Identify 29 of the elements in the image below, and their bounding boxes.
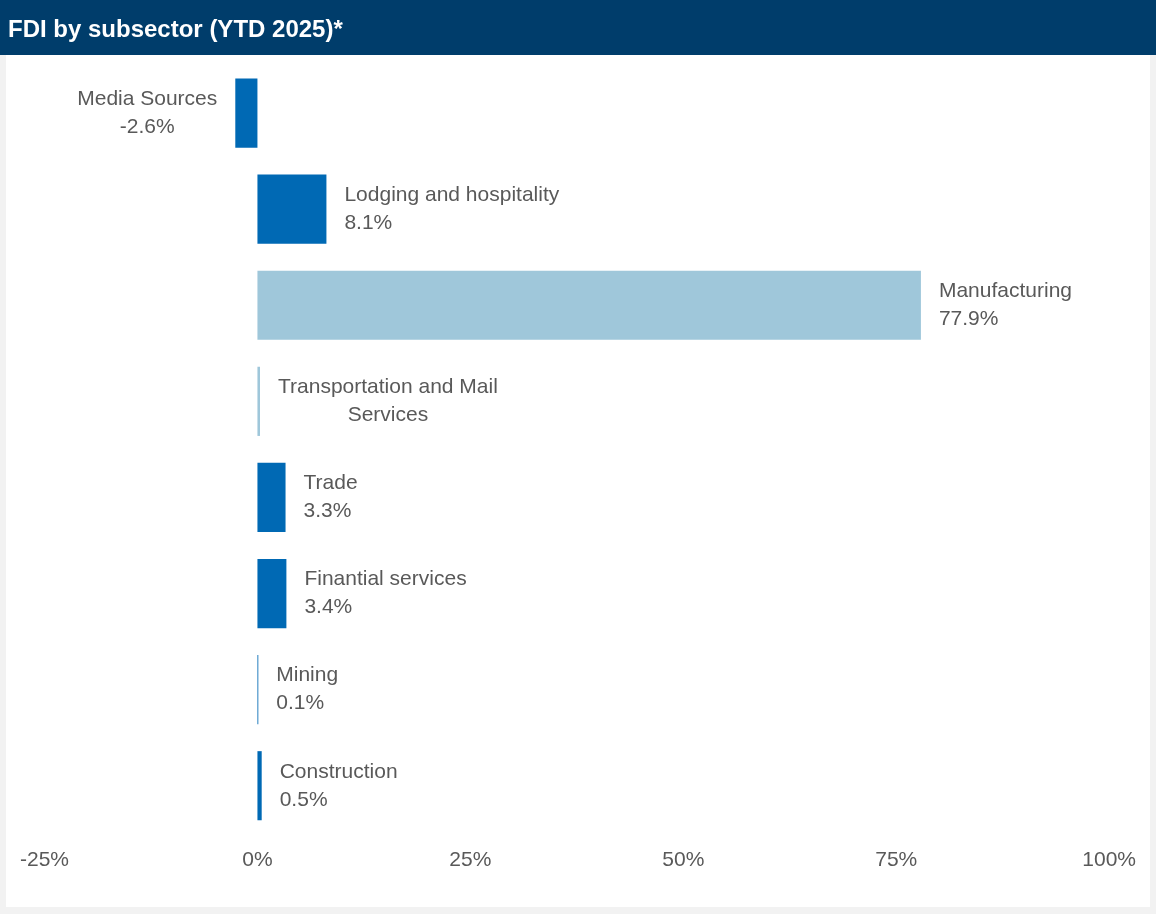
x-tick-label: 50% <box>662 847 705 871</box>
y-tick-label: Lodging and hospitality <box>344 181 560 205</box>
x-tick-label: 100% <box>1082 847 1136 871</box>
bar <box>257 462 286 533</box>
bar <box>257 270 921 340</box>
y-tick-label: Media Sources <box>77 85 218 109</box>
data-label: 3.3% <box>303 498 352 522</box>
bar <box>235 78 258 148</box>
y-tick-label: Manufacturing <box>938 278 1072 302</box>
x-tick-label: -25% <box>20 847 70 871</box>
data-label: 3.4% <box>304 594 353 618</box>
y-tick-label: Trade <box>303 470 358 494</box>
data-label: 0.1% <box>276 690 325 714</box>
bar <box>257 174 327 244</box>
y-tick-label: Mining <box>276 662 339 686</box>
y-tick-label: Transportation and Mail Services <box>277 374 498 426</box>
y-tick-label: Finantial services <box>304 566 467 590</box>
y-tick-label: Construction <box>279 758 398 782</box>
chart-title: FDI by subsector (YTD 2025)* <box>0 0 1156 55</box>
bar <box>257 751 262 821</box>
x-tick-label: 75% <box>875 847 918 871</box>
data-label: -2.6% <box>119 113 175 137</box>
data-label: 8.1% <box>344 209 393 233</box>
bar <box>257 558 287 629</box>
x-tick-label: 0% <box>242 847 273 871</box>
bar <box>257 366 260 436</box>
data-label: 0.5% <box>279 786 328 810</box>
x-tick-label: 25% <box>449 847 492 871</box>
data-label: 77.9% <box>938 306 999 330</box>
